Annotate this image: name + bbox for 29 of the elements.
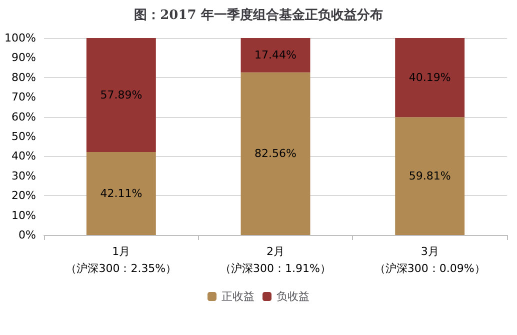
legend-label: 负收益 — [276, 290, 310, 303]
y-tick-label: 40% — [12, 150, 36, 163]
y-tick-label: 0% — [18, 228, 36, 242]
y-tick-label: 50% — [12, 130, 36, 143]
chart-title: 图：2017 年一季度组合基金正负收益分布 — [134, 7, 383, 23]
y-tick-label: 60% — [12, 110, 36, 124]
bar — [395, 117, 465, 235]
data-label: 82.56% — [254, 147, 296, 160]
y-tick-label: 10% — [12, 208, 36, 222]
data-label: 40.19% — [408, 71, 451, 84]
y-tick-label: 70% — [12, 90, 36, 104]
y-tick-label: 20% — [12, 189, 36, 202]
y-tick-label: 90% — [12, 51, 36, 64]
bar — [240, 72, 310, 235]
x-tick-label: 3月（沪深300：0.09%） — [374, 245, 486, 275]
bar — [86, 38, 156, 152]
bar — [86, 152, 156, 235]
data-label: 42.11% — [100, 187, 142, 200]
data-label: 17.44% — [254, 48, 296, 62]
data-label: 57.89% — [100, 88, 142, 102]
y-tick-label: 30% — [12, 169, 36, 182]
bar — [240, 38, 310, 72]
data-label: 59.81% — [408, 170, 451, 183]
x-tick-label: 1月（沪深300：2.35%） — [66, 245, 177, 275]
x-tick-label: 2月（沪深300：1.91%） — [220, 245, 331, 275]
legend-label: 正收益 — [222, 290, 254, 303]
bar — [395, 38, 465, 118]
y-tick-label: 80% — [12, 70, 36, 84]
y-tick-label: 100% — [4, 32, 36, 44]
